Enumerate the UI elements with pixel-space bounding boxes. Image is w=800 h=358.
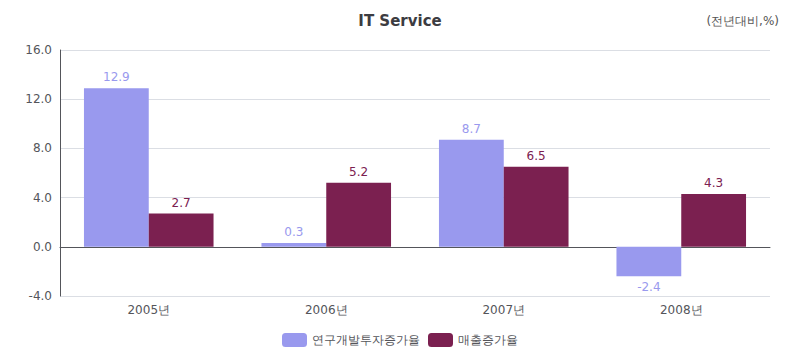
svg-text:12.0: 12.0 [25,92,52,106]
svg-text:8.7: 8.7 [462,122,481,136]
svg-text:매출증가율: 매출증가율 [458,333,518,347]
svg-text:8.0: 8.0 [33,141,52,155]
svg-text:연구개발투자증가율: 연구개발투자증가율 [312,333,420,347]
svg-text:-2.4: -2.4 [637,280,660,294]
svg-text:5.2: 5.2 [349,165,368,179]
svg-text:2005년: 2005년 [127,303,170,317]
svg-text:4.0: 4.0 [33,191,52,205]
svg-text:-4.0: -4.0 [29,289,52,303]
svg-text:0.0: 0.0 [33,240,52,254]
svg-text:2007년: 2007년 [482,303,525,317]
svg-text:4.3: 4.3 [704,176,723,190]
svg-text:2008년: 2008년 [660,303,703,317]
svg-text:6.5: 6.5 [527,149,546,163]
svg-text:IT Service: IT Service [358,12,441,30]
svg-text:(전년대비,%): (전년대비,%) [706,14,779,28]
svg-text:2.7: 2.7 [172,196,191,210]
svg-text:0.3: 0.3 [284,225,303,239]
svg-text:16.0: 16.0 [25,43,52,57]
svg-text:2006년: 2006년 [305,303,348,317]
svg-text:12.9: 12.9 [103,70,130,84]
